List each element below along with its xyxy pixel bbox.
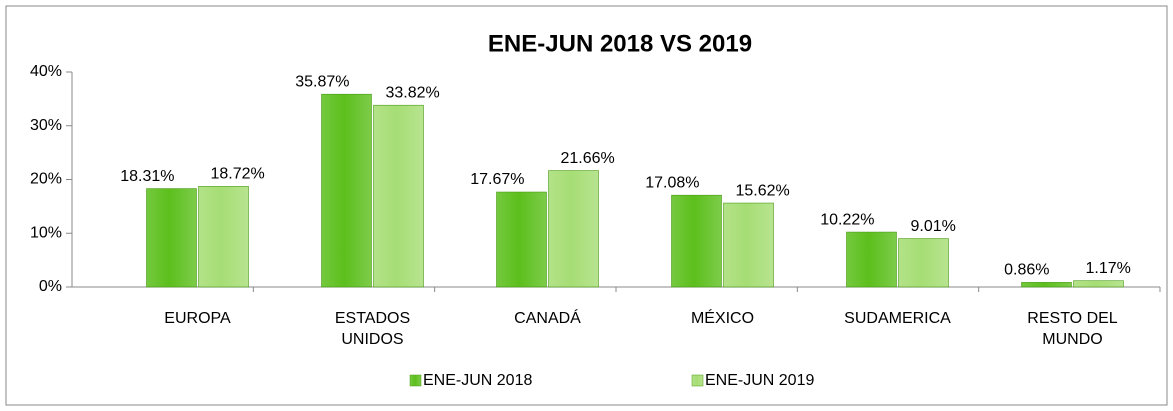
data-label: 35.87% <box>295 73 349 90</box>
x-tick-label: CANADÁ <box>514 310 581 327</box>
bar <box>321 93 372 288</box>
bar <box>846 231 897 288</box>
y-tick-label: 40% <box>30 63 62 80</box>
legend-label: ENE-JUN 2018 <box>423 372 532 389</box>
x-tick-label: MÉXICO <box>690 310 755 327</box>
x-tick-label: SUDAMERICA <box>844 310 951 327</box>
y-tick-label: 20% <box>30 171 62 188</box>
bar <box>723 202 774 288</box>
legend-swatch <box>409 374 422 387</box>
data-label: 9.01% <box>911 218 956 235</box>
bar <box>898 238 949 288</box>
data-label: 18.31% <box>120 168 174 185</box>
x-tick-label: ESTADOS UNIDOS <box>334 310 411 348</box>
bar <box>496 191 547 288</box>
legend-label: ENE-JUN 2019 <box>705 372 814 389</box>
bar <box>146 188 197 288</box>
data-label: 18.72% <box>211 166 265 183</box>
data-label: 17.67% <box>470 171 524 188</box>
y-tick-label: 30% <box>30 117 62 134</box>
data-label: 21.66% <box>561 150 615 167</box>
data-label: 10.22% <box>820 211 874 228</box>
y-tick-label: 10% <box>30 224 62 241</box>
bar <box>548 170 599 288</box>
data-label: 0.86% <box>1004 262 1049 279</box>
bar <box>671 194 722 288</box>
y-tick-label: 0% <box>39 278 62 295</box>
bar <box>198 186 249 288</box>
x-tick-label: EUROPA <box>164 310 231 327</box>
bar <box>1073 280 1124 288</box>
chart-title: ENE-JUN 2018 VS 2019 <box>488 30 752 57</box>
bar <box>1021 282 1072 288</box>
x-tick-label: RESTO DEL MUNDO <box>1027 310 1118 348</box>
data-label: 17.08% <box>645 174 699 191</box>
bar <box>373 104 424 288</box>
data-label: 33.82% <box>386 84 440 101</box>
legend-swatch <box>691 374 704 387</box>
data-label: 1.17% <box>1086 260 1131 277</box>
data-label: 15.62% <box>736 182 790 199</box>
